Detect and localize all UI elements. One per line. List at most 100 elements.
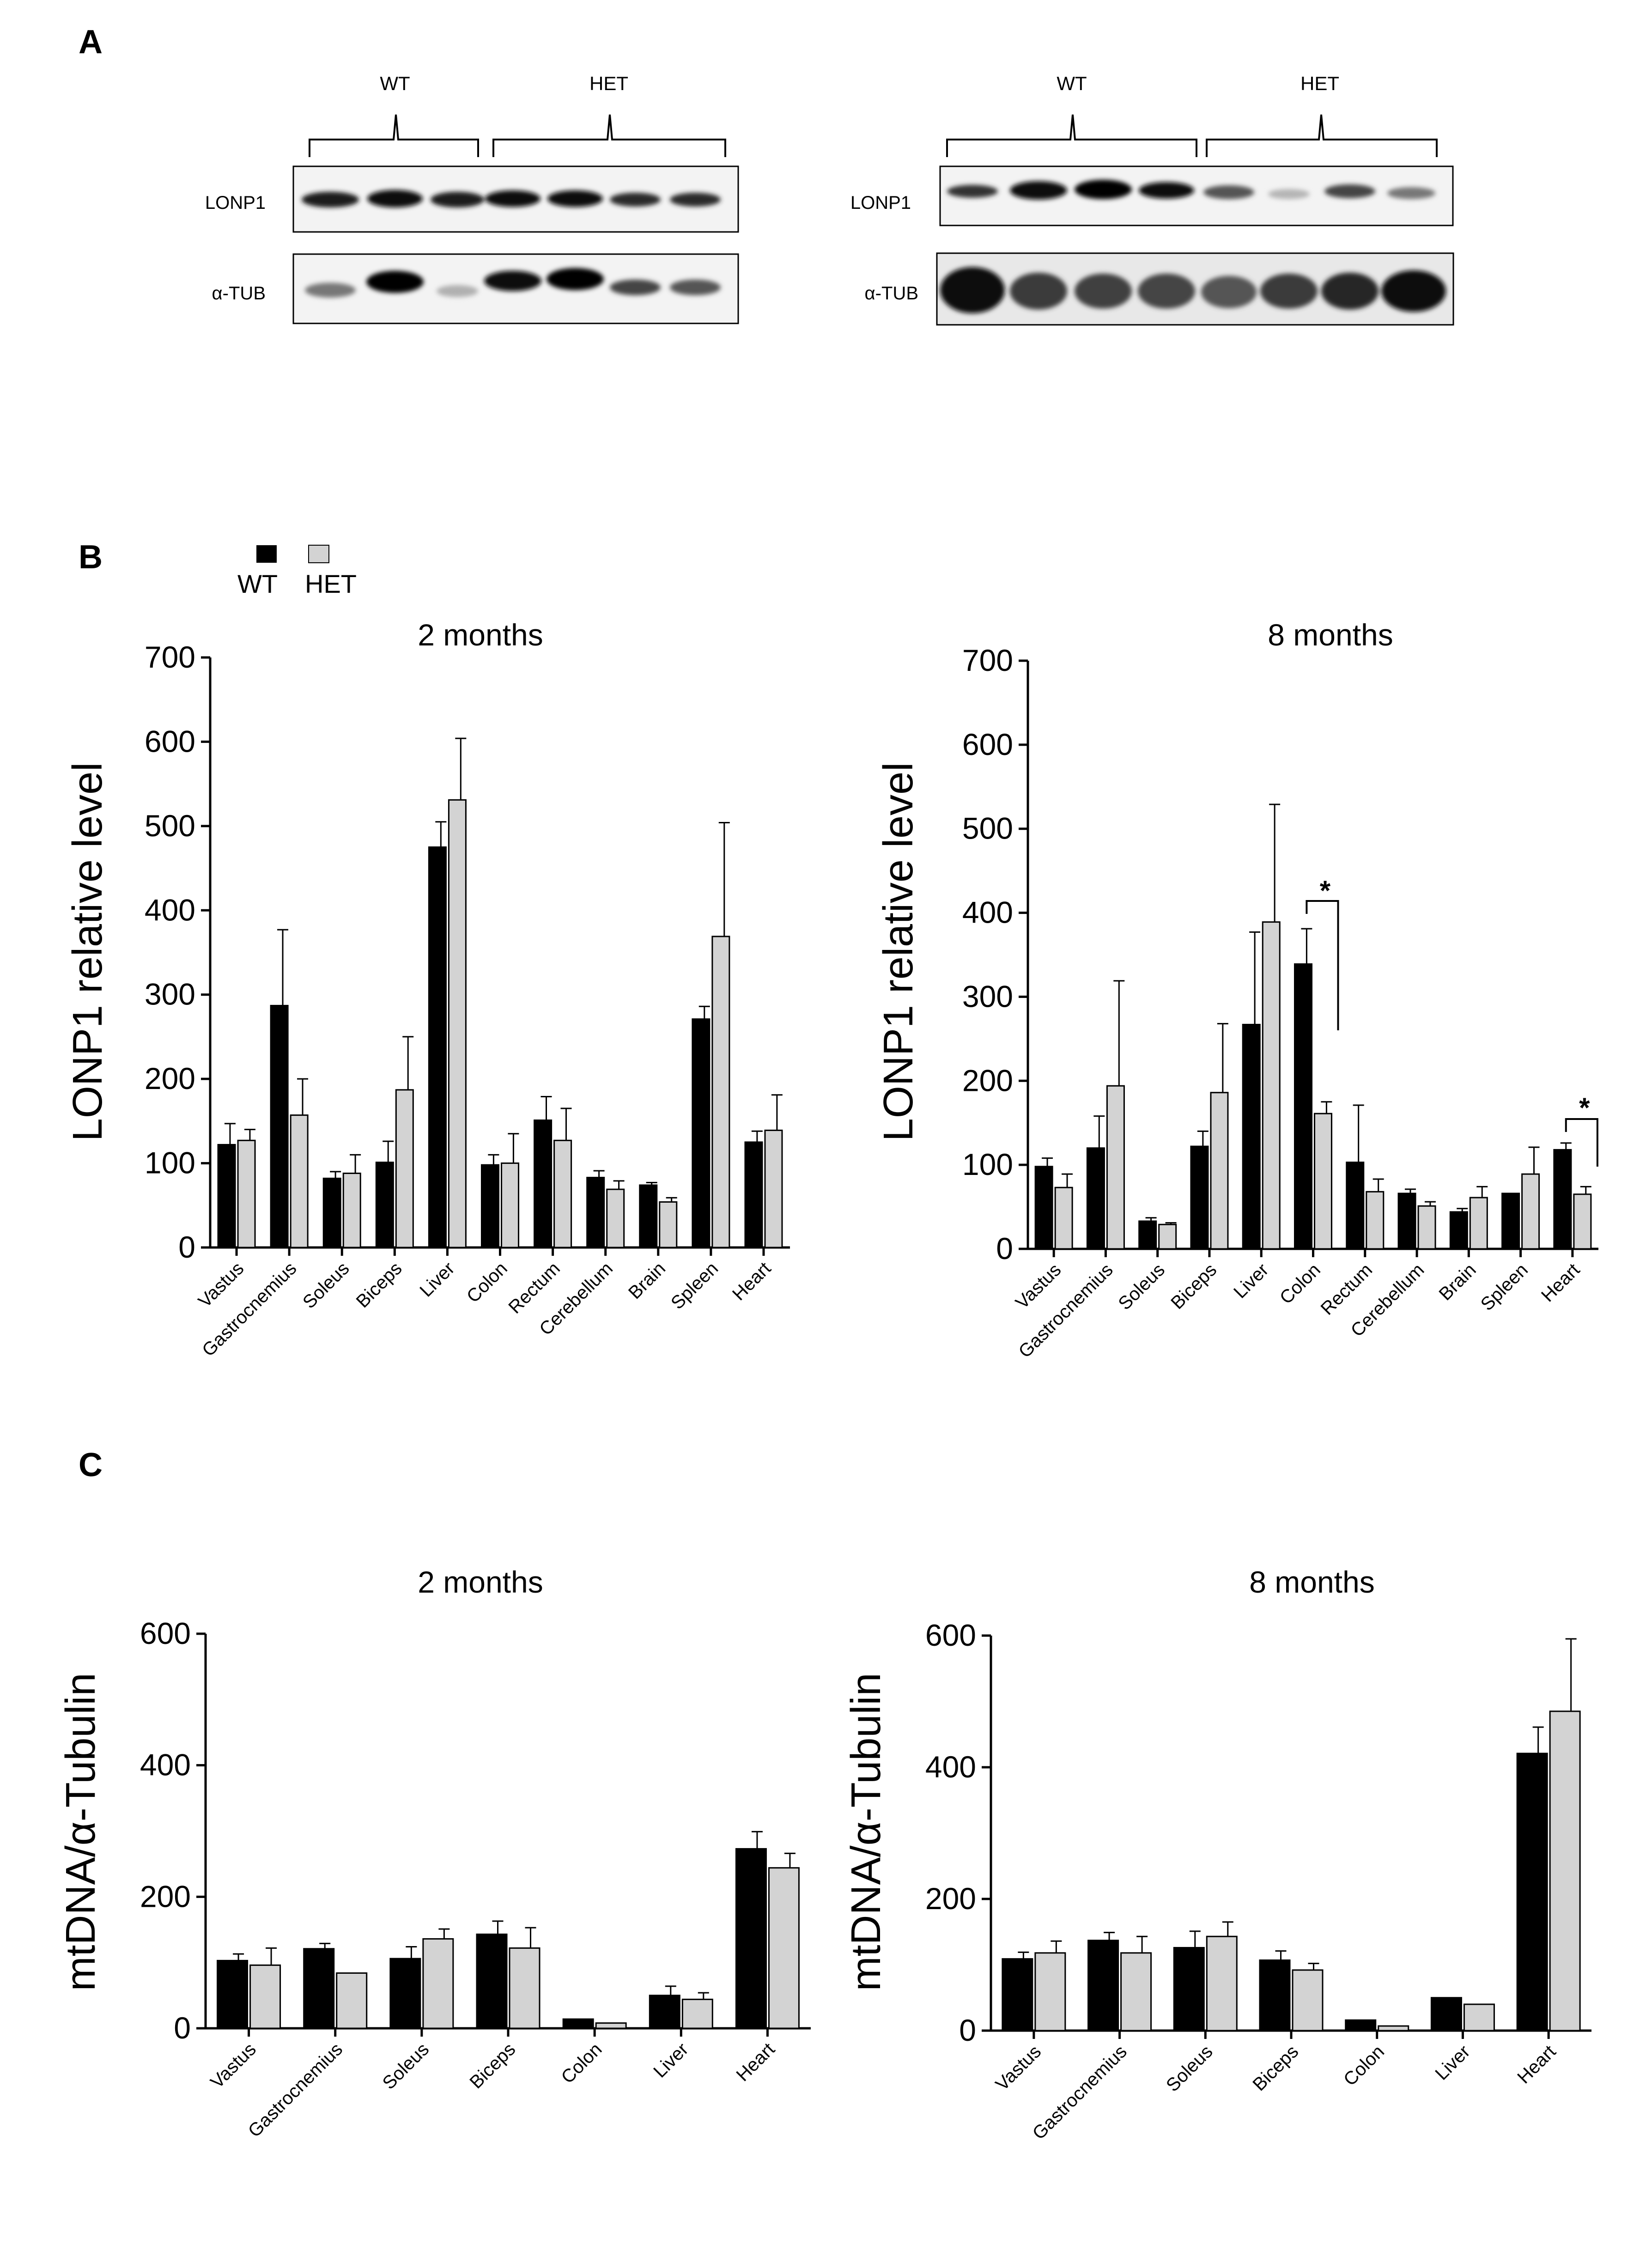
bar-het: [290, 1114, 309, 1248]
x-tick-label: Liver: [650, 2039, 692, 2081]
bar-wt: [1087, 1940, 1119, 2032]
bar-wt: [735, 1848, 767, 2029]
blot-bands-left: [302, 190, 721, 298]
bar-wt: [692, 1018, 711, 1248]
x-tick-label: Biceps: [1167, 1259, 1221, 1313]
y-tick-label: 200: [145, 1061, 195, 1095]
y-axis-title: mtDNA/α-Tubulin: [843, 1673, 889, 1991]
chart-lonp1-2-months: 2 months LONP1 relative level 0 100 200 300 40…: [65, 618, 790, 1361]
bar-het: [501, 1162, 519, 1248]
band: [1381, 270, 1446, 312]
western-blot-right: WT HET LONP1 α-TUB: [850, 73, 1454, 326]
bar-wt: [1553, 1149, 1572, 1250]
band: [366, 271, 424, 293]
significance-bracket: [1306, 900, 1339, 1030]
bar-wt: [1259, 1959, 1291, 2032]
x-tick-label: Soleus: [1114, 1259, 1169, 1314]
x-tick-label: Biceps: [1249, 2041, 1302, 2095]
y-tick-label: 200: [925, 1881, 976, 1916]
bar-wt: [562, 2018, 594, 2029]
bar-wt: [1242, 1023, 1261, 1250]
bar-het: [711, 936, 730, 1248]
bar-het: [768, 1867, 800, 2029]
x-tick-label: Brain: [625, 1258, 669, 1303]
bar-het: [342, 1172, 361, 1248]
bar-het: [237, 1139, 256, 1248]
band: [670, 280, 721, 295]
y-tick-label: 400: [140, 1748, 191, 1782]
bar-het: [606, 1188, 625, 1248]
x-tick-label: Brain: [1435, 1259, 1480, 1304]
western-blot-left: WT HET LONP1 α-TUB: [205, 73, 739, 324]
legend: WT HET: [237, 545, 357, 598]
x-tick-label: Vastus: [194, 1258, 248, 1311]
y-tick-label: 0: [178, 1230, 195, 1264]
bar-wt: [1086, 1147, 1105, 1250]
x-tick-label: Gastrocnemius: [244, 2039, 346, 2141]
significance-bracket: [1565, 1118, 1598, 1167]
y-tick-label: 500: [145, 809, 195, 843]
x-tick-label: Liver: [1230, 1259, 1272, 1302]
bar-het: [422, 1938, 454, 2029]
blot-row-label-lonp1: LONP1: [205, 193, 266, 213]
band: [1321, 273, 1379, 310]
bar-wt: [1346, 1162, 1365, 1250]
bar-het: [1573, 1193, 1592, 1250]
bar-wt: [1345, 2019, 1377, 2032]
bar-het: [1034, 1952, 1066, 2032]
significance-star: *: [1320, 875, 1331, 906]
legend-label-het: HET: [305, 569, 357, 598]
bar-het: [1106, 1085, 1125, 1250]
band: [1260, 274, 1318, 309]
bar-het: [1469, 1197, 1488, 1250]
x-tick-label: Colon: [1340, 2041, 1388, 2090]
blot-row-label-lonp1: LONP1: [850, 193, 911, 213]
bar-wt: [375, 1162, 394, 1248]
band: [484, 271, 541, 291]
x-tick-label: Soleus: [1162, 2041, 1217, 2096]
panel-label-c: C: [79, 1447, 103, 1484]
x-tick-label: Colon: [1276, 1259, 1324, 1308]
bar-het: [1120, 1952, 1152, 2032]
band: [1387, 187, 1435, 199]
x-tick-label: Vastus: [206, 2039, 260, 2092]
blot-bracket-het: [492, 114, 726, 157]
band: [1324, 184, 1375, 198]
bar-het: [1549, 1710, 1581, 2032]
bar-wt: [1138, 1220, 1157, 1250]
y-tick-label: 400: [145, 893, 195, 927]
x-tick-label: Soleus: [299, 1258, 353, 1313]
y-tick-label: 500: [962, 811, 1013, 846]
y-tick-label: 200: [962, 1063, 1013, 1097]
bar-het: [1262, 921, 1281, 1250]
x-tick-label: Soleus: [379, 2039, 433, 2093]
bar-wt: [1516, 1752, 1548, 2032]
y-tick-label: 0: [996, 1231, 1013, 1265]
bar-het: [1521, 1173, 1540, 1250]
band: [940, 267, 1005, 313]
bar-wt: [389, 1958, 421, 2029]
bar-wt: [217, 1144, 236, 1248]
bar-wt: [322, 1177, 341, 1248]
band: [547, 190, 603, 207]
blot-group-label: WT: [1057, 73, 1087, 94]
bar-het: [509, 1947, 541, 2029]
band: [1201, 276, 1257, 308]
bar-wt: [303, 1948, 335, 2029]
bar-het: [1292, 1969, 1324, 2032]
y-tick-label: 600: [962, 727, 1013, 761]
x-tick-label: Liver: [416, 1258, 458, 1301]
y-tick-label: 400: [925, 1750, 976, 1784]
band: [610, 193, 661, 207]
chart-title: 8 months: [1268, 618, 1393, 652]
x-tick-label: Heart: [733, 2039, 779, 2085]
blot-group-label: HET: [589, 73, 628, 94]
x-tick-label: Spleen: [1477, 1259, 1532, 1314]
x-tick-label: Gastrocnemius: [198, 1258, 300, 1360]
band: [1075, 180, 1132, 199]
blot-bracket-het: [1206, 114, 1438, 157]
bar-het: [1417, 1205, 1436, 1250]
y-tick-label: 300: [145, 977, 195, 1011]
bar-het: [448, 799, 467, 1248]
y-axis-title: mtDNA/α-Tubulin: [58, 1673, 104, 1991]
